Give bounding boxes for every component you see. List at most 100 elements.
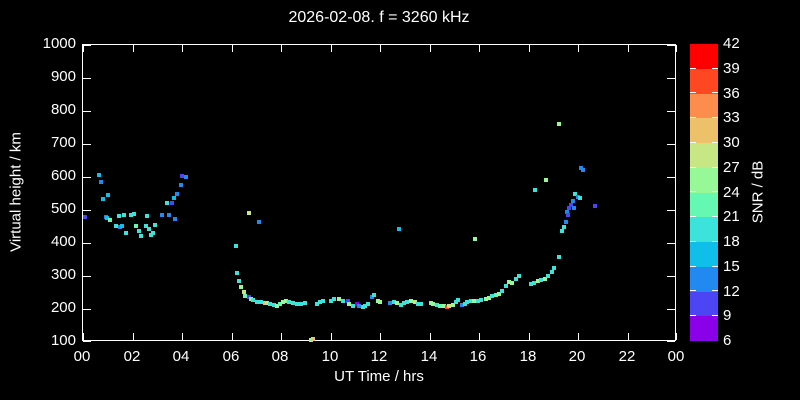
data-point [543,277,547,281]
x-axis-tick [628,45,629,52]
colorbar-tick-label: 21 [723,208,740,225]
data-point [451,303,455,307]
x-tick-label: 14 [420,348,438,365]
data-point [237,279,241,283]
data-point [395,301,399,305]
colorbar-tick [712,216,718,217]
x-tick-label: 12 [370,348,388,365]
colorbar-tick [690,117,696,118]
data-point [557,122,561,126]
data-point [465,300,469,304]
data-point [438,304,442,308]
data-point [460,303,464,307]
data-point [295,302,299,306]
data-point [514,277,518,281]
x-axis-tick [83,45,84,52]
colorbar-tick-label: 18 [723,233,740,250]
data-point [494,293,498,297]
data-point [573,192,577,196]
data-point [552,266,556,270]
x-tick-label: 16 [469,348,487,365]
colorbar-segment [690,266,718,292]
data-point [97,173,101,177]
data-point [479,298,483,302]
data-point [105,216,109,220]
x-tick-label: 08 [271,348,289,365]
data-point [235,271,239,275]
colorbar-tick-label: 12 [723,283,740,300]
data-point [469,299,473,303]
colorbar-tick-label: 24 [723,184,740,201]
data-point [497,292,501,296]
x-tick-label: 04 [172,348,190,365]
data-point [399,303,403,307]
data-point [544,178,548,182]
y-axis-tick [667,78,675,79]
data-point [311,337,315,341]
data-point [510,281,514,285]
data-point [351,304,355,308]
data-point [337,297,341,301]
data-point [179,183,183,187]
colorbar-tick [712,142,718,143]
data-point [402,301,406,305]
colorbar-tick [712,290,718,291]
x-tick-label: 22 [618,348,636,365]
y-axis-tick [83,309,91,310]
data-point [117,214,121,218]
x-tick-label: 06 [222,348,240,365]
colorbar-tick [712,167,718,168]
y-tick-label: 500 [50,200,76,217]
colorbar-tick-label: 33 [723,109,740,126]
colorbar-tick-label: 6 [723,332,732,349]
data-point [392,300,396,304]
data-point [275,304,279,308]
y-axis-tick [667,341,675,342]
data-point [562,225,566,229]
data-point [247,211,251,215]
colorbar-tick [712,191,718,192]
data-point [284,299,288,303]
data-point [145,214,149,218]
x-axis-tick [430,333,431,340]
data-point [299,302,303,306]
x-axis-tick [529,45,530,52]
data-point [500,289,504,293]
colorbar-tick [712,117,718,118]
y-axis-tick [667,309,675,310]
colorbar-segment [690,217,718,242]
x-axis-tick [380,333,381,340]
colorbar [690,44,718,341]
x-axis-tick [676,45,677,52]
data-point [447,304,451,308]
data-point [239,285,243,289]
y-tick-label: 100 [50,332,76,349]
data-point [532,281,536,285]
x-axis-tick [479,333,480,340]
y-axis-tick [83,177,91,178]
x-axis-tick [133,45,134,52]
data-point [180,174,184,178]
x-axis-tick [281,45,282,52]
colorbar-segment [690,291,718,317]
data-point [255,300,259,304]
y-tick-label: 600 [50,167,76,184]
x-axis-tick [331,333,332,340]
x-axis-tick [430,45,431,52]
y-axis-tick [667,144,675,145]
data-point [287,300,291,304]
x-tick-label: 10 [321,348,339,365]
x-axis-tick [232,45,233,52]
x-axis-tick [232,333,233,340]
data-point [281,300,285,304]
data-point [165,201,169,205]
data-point [378,300,382,304]
x-axis-tick [331,45,332,52]
y-tick-label: 800 [50,101,76,118]
data-point [144,224,148,228]
data-point [456,298,460,302]
data-point [106,193,110,197]
data-point [533,188,537,192]
data-point [167,213,171,217]
x-axis-tick [380,45,381,52]
